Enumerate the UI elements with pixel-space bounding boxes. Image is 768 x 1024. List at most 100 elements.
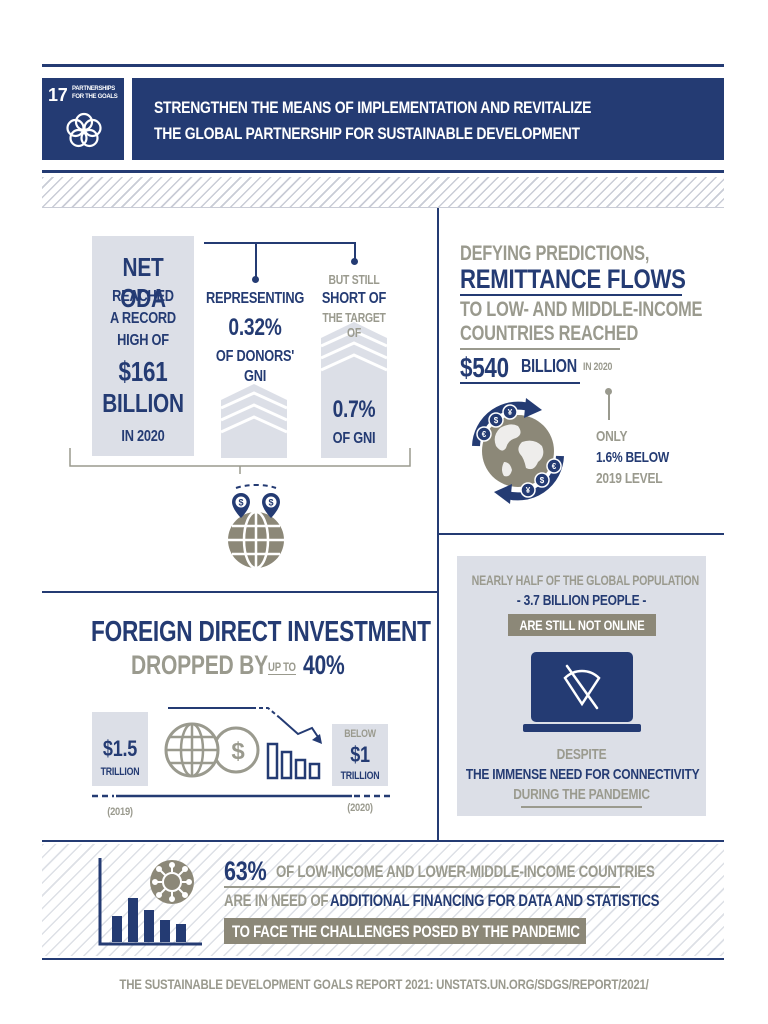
oda-share: 0.32% (228, 314, 282, 341)
fdi-title: FOREIGN DIRECT INVESTMENT (91, 616, 431, 648)
oda-share-l1: OF DONORS' (215, 348, 295, 365)
internet-line3: ARE STILL NOT ONLINE (519, 617, 645, 633)
internet-pandemic: DURING THE PANDEMIC (513, 786, 650, 803)
fdi-pct: 40% (303, 650, 345, 680)
internet-line1: NEARLY HALF OF THE GLOBAL POPULATION (471, 572, 699, 588)
svg-text:¥: ¥ (526, 486, 531, 495)
remit-year: IN 2020 (583, 361, 613, 373)
internet-pandemic-rule (521, 806, 642, 808)
svg-text:$: $ (268, 498, 273, 508)
fdi-left-unit: TRILLION (100, 766, 140, 778)
footer-source: THE SUSTAINABLE DEVELOPMENT GOALS REPORT… (119, 976, 649, 992)
svg-text:¥: ¥ (508, 408, 513, 417)
globe-money-pins-icon: $ $ (228, 483, 284, 570)
oda-connector-h (204, 242, 356, 244)
vertical-divider (437, 208, 439, 840)
fdi-right-value: $1 (350, 742, 370, 767)
fdi-right-below: BELOW (344, 728, 376, 740)
header-stripe-band (42, 177, 724, 207)
remit-line4: COUNTRIES REACHED (460, 322, 639, 345)
data-line2b: ADDITIONAL FINANCING FOR DATA AND STATIS… (330, 891, 660, 910)
share-chevron-column (221, 384, 287, 458)
remit-line2-rule (460, 294, 682, 296)
oda-reached-l1: REACHED (112, 288, 174, 305)
fdi-right-box: BELOW $1 TRILLION (332, 724, 388, 786)
fdi-dropped: DROPPED BY (131, 650, 268, 680)
internet-not-online-box: ARE STILL NOT ONLINE (508, 614, 656, 636)
goal-label-line2: FOR THE GOALS (72, 94, 118, 100)
top-rule (42, 64, 724, 67)
svg-text:$: $ (494, 416, 499, 425)
remit-callout-dot (605, 388, 612, 395)
remit-callout-line (608, 392, 610, 420)
globe-coin-declining-bars-icon: $ (164, 707, 322, 780)
remit-below: 1.6% BELOW (596, 449, 669, 466)
flower-rings-icon (66, 112, 102, 148)
goal-number: 17 (48, 85, 68, 105)
remit-amount-rule (460, 382, 580, 384)
fdi-right-unit: TRILLION (340, 770, 380, 782)
remit-line2: REMITTANCE FLOWS (460, 264, 686, 294)
header-title-line1: STRENGTHEN THE MEANS OF IMPLEMENTATION A… (154, 98, 592, 117)
svg-text:$: $ (231, 738, 245, 765)
remit-line3: TO LOW- AND MIDDLE-INCOME (460, 298, 703, 321)
fdi-left-value: $1.5 (102, 736, 138, 761)
fdi-left-year: (2019) (107, 806, 133, 818)
laptop-no-wifi-icon (523, 652, 641, 732)
svg-text:€: € (482, 430, 487, 439)
oda-unit: BILLION (102, 388, 184, 418)
fdi-up-to: UP TO (268, 660, 296, 675)
oda-representing: REPRESENTING (205, 290, 305, 307)
data-stats-bottom-rule (42, 958, 724, 960)
oda-reached-l3: HIGH OF (117, 332, 169, 349)
header-bottom-rule (42, 170, 724, 173)
remit-amount: $540 (460, 352, 509, 383)
svg-text:$: $ (540, 476, 545, 485)
fdi-right-year: (2020) (347, 802, 373, 814)
remit-level: 2019 LEVEL (596, 470, 663, 487)
oda-share-l2: GNI (243, 368, 267, 385)
internet-despite: DESPITE (556, 746, 607, 763)
oda-reached-l2: A RECORD (110, 310, 176, 327)
svg-text:€: € (552, 462, 557, 471)
remit-unit: BILLION (521, 356, 577, 376)
data-line3: TO FACE THE CHALLENGES POSED BY THE PAND… (232, 922, 580, 941)
data-line1: OF LOW-INCOME AND LOWER-MIDDLE-INCOME CO… (276, 862, 655, 881)
oda-year: IN 2020 (121, 428, 165, 445)
goal-label-line1: PARTNERSHIPS (72, 86, 115, 92)
oda-still-l1: BUT STILL (328, 272, 380, 287)
remit-only: ONLY (596, 428, 628, 445)
oda-target-unit: OF GNI (332, 430, 376, 447)
divider-right-mid (437, 533, 724, 535)
oda-panel: NET ODA REACHED A RECORD HIGH OF $161 BI… (92, 236, 194, 456)
header-title-line2: THE GLOBAL PARTNERSHIP FOR SUSTAINABLE D… (154, 124, 580, 143)
oda-connector-dot1 (252, 276, 259, 283)
divider-left-mid (42, 591, 438, 593)
oda-target: 0.7% (332, 396, 376, 423)
oda-connector-v2 (354, 242, 356, 260)
internet-line2: - 3.7 BILLION PEOPLE - (516, 592, 647, 609)
oda-brace (69, 448, 411, 474)
divider-bottom (42, 840, 724, 842)
goal-badge: 17 PARTNERSHIPS FOR THE GOALS (42, 78, 124, 160)
oda-title: NET ODA (120, 252, 166, 313)
data-pct: 63% (224, 856, 267, 886)
svg-text:$: $ (238, 498, 243, 508)
internet-need: THE IMMENSE NEED FOR CONNECTIVITY (465, 766, 700, 783)
oda-still-l3: THE TARGET OF (322, 310, 386, 340)
header-title-box: STRENGTHEN THE MEANS OF IMPLEMENTATION A… (132, 78, 724, 160)
oda-still-l2: SHORT OF (321, 290, 387, 307)
internet-panel: NEARLY HALF OF THE GLOBAL POPULATION - 3… (457, 556, 706, 816)
data-line2a: ARE IN NEED OF (224, 891, 329, 910)
remit-line1: DEFYING PREDICTIONS, (460, 242, 650, 265)
data-line1-rule (224, 886, 620, 888)
oda-connector-v1 (255, 242, 257, 278)
header-stripe-rule (42, 207, 724, 208)
fdi-left-box: $1.5 TRILLION (92, 712, 148, 786)
fdi-timeline (92, 794, 390, 798)
globe-currency-arrows-icon: € $ ¥ € $ ¥ (472, 398, 564, 504)
oda-connector-dot2 (351, 258, 358, 265)
virus-bar-chart-icon (98, 858, 202, 946)
remit-line4-rule (460, 348, 620, 350)
target-chevron-column (321, 322, 387, 458)
